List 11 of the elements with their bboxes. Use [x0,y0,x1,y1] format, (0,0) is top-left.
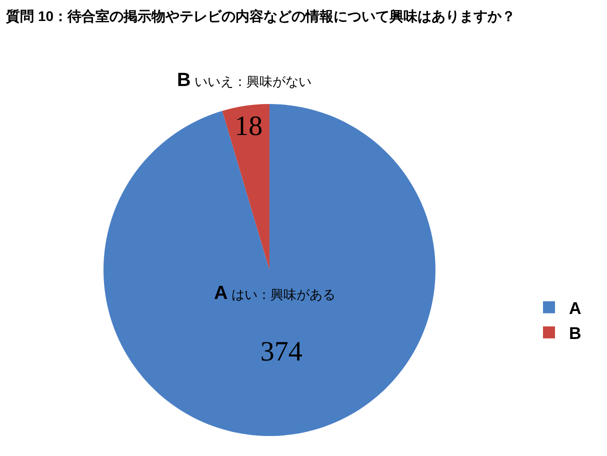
legend-label: A [569,298,582,318]
pie-slice [104,104,436,436]
slice-label: A [214,283,228,304]
text: はい：興味がある [231,287,336,302]
data-label: 374 [260,336,302,368]
chart-title: 質問 10：待合室の掲示物やテレビの内容などの情報について興味はありますか？ [5,8,516,24]
pie-slice [222,104,270,270]
data-label: 18 [234,110,263,142]
text: いいえ：興味がない [194,74,312,89]
legend-label: B [569,324,582,343]
category-label: B [177,70,191,91]
